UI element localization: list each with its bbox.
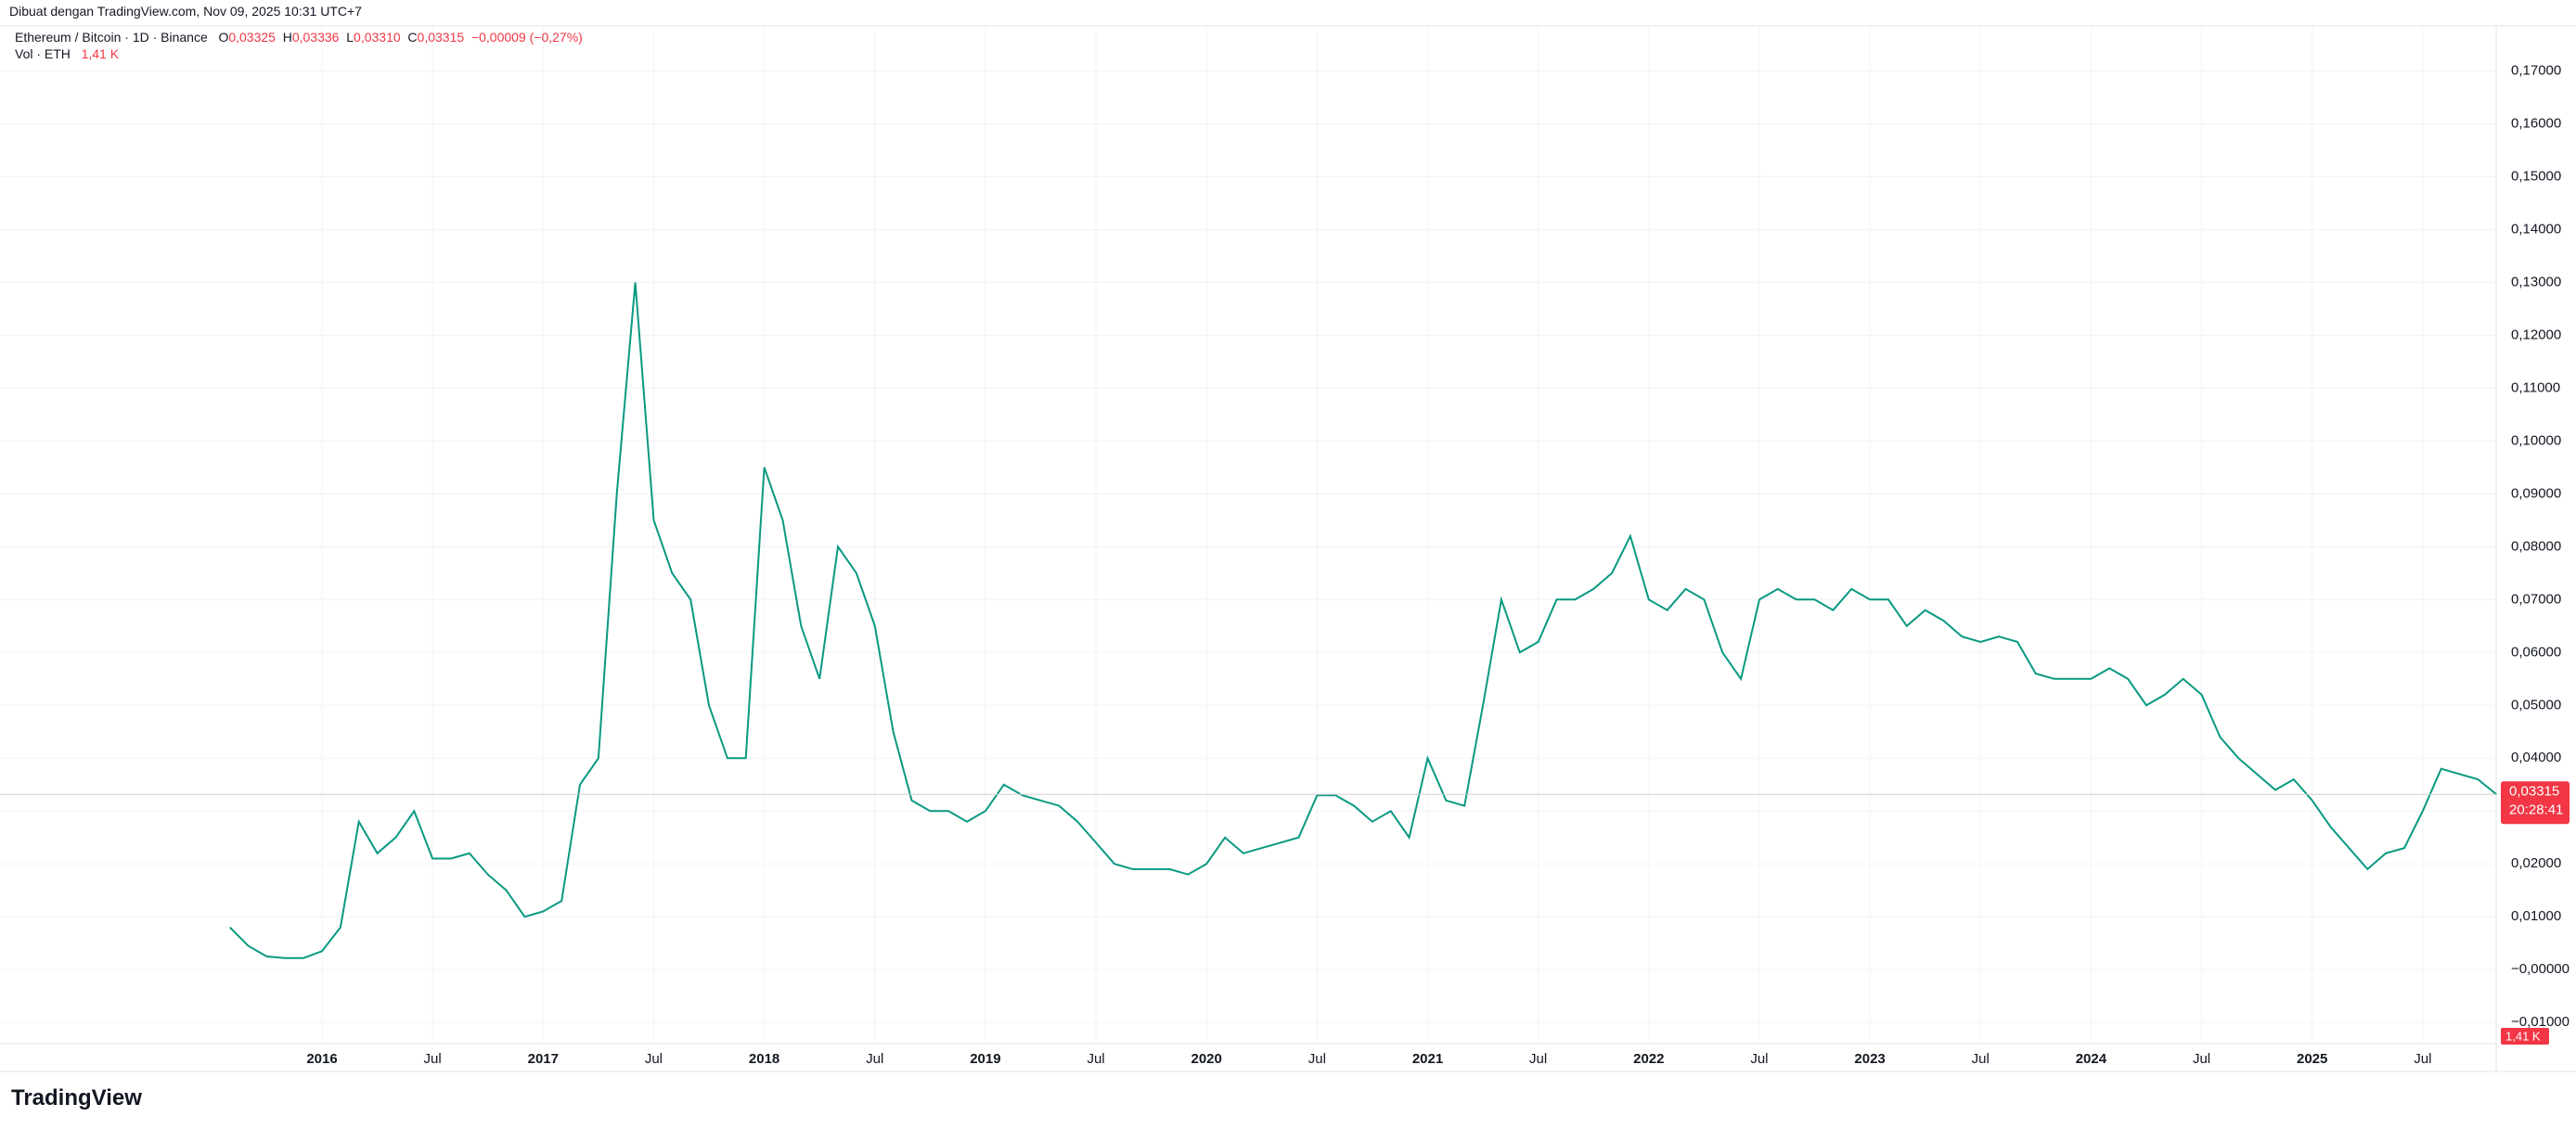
close: 0,03315: [417, 30, 465, 45]
symbol: Ethereum / Bitcoin · 1D · Binance: [15, 30, 208, 45]
volume-badge: [2501, 1028, 2549, 1045]
y-tick-label: 0,09000: [2511, 485, 2561, 501]
x-tick-label: 2023: [1854, 1051, 1885, 1067]
l-label: L: [346, 30, 354, 45]
y-tick-label: 0,02000: [2511, 855, 2561, 871]
legend-volume: Vol · ETH 1,41 K: [15, 46, 119, 61]
price-line: [228, 282, 2497, 959]
x-tick-label: Jul: [866, 1051, 883, 1067]
x-tick-label: 2025: [2297, 1051, 2327, 1067]
x-tick-label: 2022: [1633, 1051, 1664, 1067]
x-tick-label: Jul: [2414, 1051, 2431, 1067]
x-tick-label: 2021: [1412, 1051, 1443, 1067]
x-tick-label: Jul: [1308, 1051, 1326, 1067]
x-tick-label: Jul: [424, 1051, 442, 1067]
y-tick-label: 0,11000: [2511, 379, 2560, 395]
o-label: O: [218, 30, 229, 45]
x-tick-label: 2016: [306, 1051, 337, 1067]
x-tick-label: 2018: [749, 1051, 779, 1067]
volume-label: Vol · ETH: [15, 46, 71, 61]
x-tick-label: Jul: [645, 1051, 663, 1067]
last-price-box: [2501, 781, 2570, 825]
change: −0,00009 (−0,27%): [470, 30, 583, 45]
high: 0,03336: [291, 30, 340, 45]
x-tick-label: Jul: [1529, 1051, 1547, 1067]
h-label: H: [282, 30, 292, 45]
y-tick-label: 0,10000: [2511, 432, 2561, 448]
x-tick-label: Jul: [1750, 1051, 1768, 1067]
low: 0,03310: [354, 30, 401, 45]
x-tick-label: 2019: [970, 1051, 1000, 1067]
brand-logo[interactable]: TradingView: [11, 1085, 142, 1110]
x-tick-label: 2017: [528, 1051, 559, 1067]
y-tick-label: 0,17000: [2511, 62, 2561, 78]
last-price-label: 0,03315: [2509, 783, 2559, 799]
c-label: C: [407, 30, 418, 45]
volume: 1,41 K: [81, 46, 120, 61]
y-tick-label: 0,15000: [2511, 168, 2561, 184]
x-tick-label: Jul: [1972, 1051, 1990, 1067]
credit: Dibuat dengan TradingView.com, Nov 09, 2…: [9, 4, 362, 19]
y-tick-label: 0,01000: [2511, 908, 2561, 924]
x-tick-label: Jul: [1087, 1051, 1104, 1067]
y-tick-label: 0,14000: [2511, 221, 2561, 237]
x-tick-label: 2020: [1191, 1051, 1222, 1067]
y-tick-label: −0,00000: [2511, 961, 2570, 977]
y-tick-label: 0,06000: [2511, 644, 2561, 660]
countdown: 20:28:41: [2509, 802, 2563, 817]
open: 0,03325: [228, 30, 276, 45]
y-tick-label: 0,04000: [2511, 750, 2561, 765]
y-tick-label: 0,13000: [2511, 274, 2561, 289]
y-tick-label: −0,01000: [2511, 1014, 2570, 1030]
x-tick-label: 2024: [2076, 1051, 2107, 1067]
y-tick-label: 0,08000: [2511, 538, 2561, 554]
y-tick-label: 0,16000: [2511, 115, 2561, 131]
y-tick-label: 0,12000: [2511, 327, 2561, 342]
legend-ohlc: Ethereum / Bitcoin · 1D · Binance O0,033…: [15, 30, 583, 45]
volume-badge-label: 1,41 K: [2505, 1029, 2541, 1043]
y-tick-label: 0,07000: [2511, 591, 2561, 607]
x-tick-label: Jul: [2193, 1051, 2210, 1067]
y-tick-label: 0,05000: [2511, 697, 2561, 712]
